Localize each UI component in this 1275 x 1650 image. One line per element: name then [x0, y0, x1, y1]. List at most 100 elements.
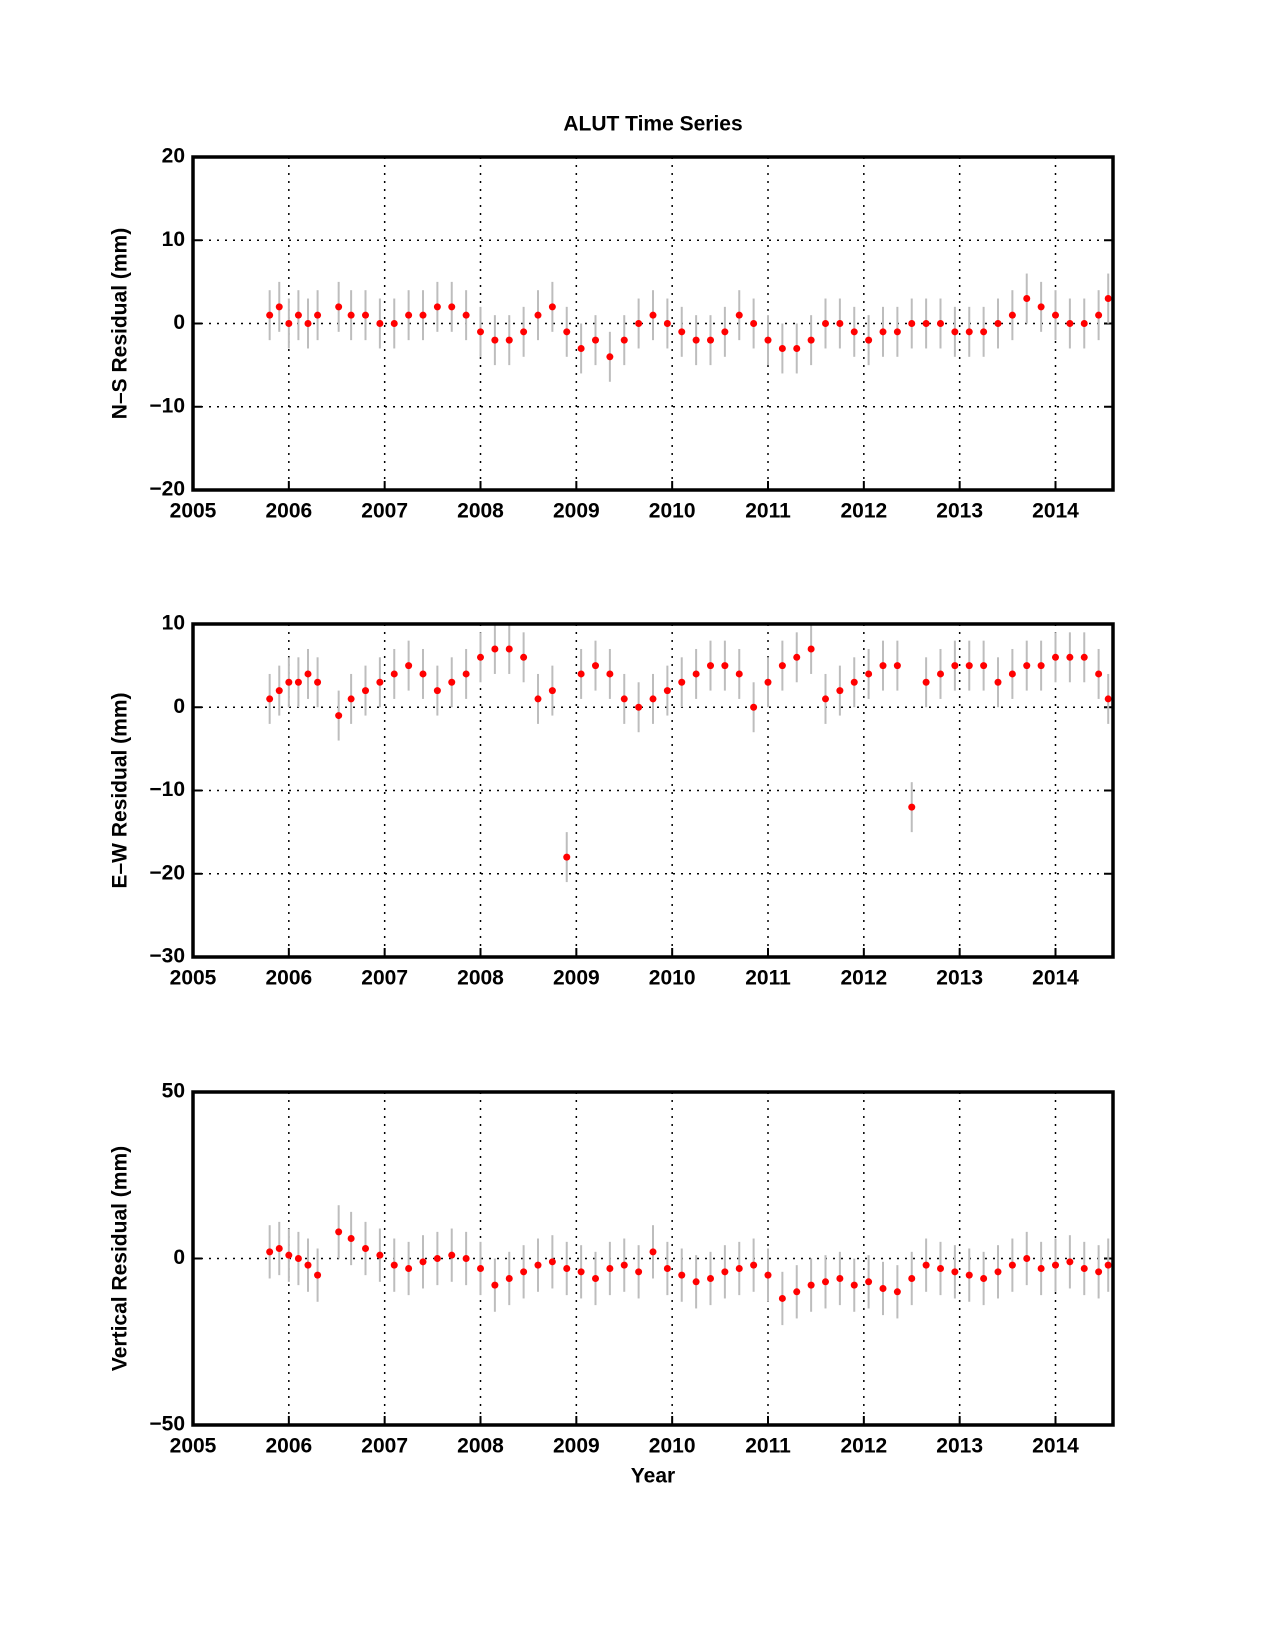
x-tick-label: 2011 — [745, 500, 791, 523]
data-point — [1023, 295, 1031, 303]
data-point — [663, 687, 671, 695]
data-point — [692, 670, 700, 678]
data-point — [980, 1274, 988, 1282]
data-point — [491, 645, 499, 653]
data-point — [735, 311, 743, 319]
data-point — [433, 1255, 441, 1262]
data-point — [390, 670, 398, 678]
data-point — [419, 1258, 427, 1266]
data-point — [275, 303, 283, 311]
data-point — [635, 1268, 643, 1276]
data-point — [405, 311, 413, 319]
y-tick-label: −10 — [149, 778, 185, 801]
data-point — [922, 678, 930, 686]
data-point — [505, 645, 513, 653]
data-point — [266, 1248, 274, 1256]
data-point — [1052, 1261, 1059, 1269]
data-point — [592, 1274, 599, 1282]
x-tick-label: 2007 — [361, 967, 408, 990]
data-point — [778, 1294, 786, 1302]
data-point — [750, 703, 758, 711]
data-point — [937, 320, 944, 327]
data-point — [548, 687, 556, 695]
data-point — [678, 1271, 686, 1279]
data-point — [663, 320, 671, 327]
data-point — [347, 695, 355, 703]
data-point — [266, 311, 274, 319]
data-point — [1095, 670, 1103, 678]
data-point — [965, 662, 973, 670]
x-tick-label: 2011 — [745, 967, 791, 990]
x-axis-label: Year — [631, 1465, 675, 1488]
data-point — [285, 1251, 293, 1259]
data-point — [520, 653, 528, 661]
data-point — [908, 320, 916, 327]
data-point — [893, 328, 901, 336]
data-point — [433, 687, 441, 695]
data-point — [735, 1264, 743, 1272]
data-point — [577, 344, 585, 352]
data-point — [778, 662, 786, 670]
y-axis-label: N–S Residual (mm) — [109, 228, 132, 419]
data-point — [335, 1228, 343, 1236]
y-tick-label: −10 — [149, 394, 185, 417]
data-point — [491, 336, 499, 344]
data-point — [294, 678, 302, 686]
data-point — [850, 678, 858, 686]
x-tick-label: 2013 — [936, 500, 983, 523]
y-tick-label: 0 — [173, 1246, 185, 1269]
x-tick-label: 2009 — [553, 967, 600, 990]
data-point — [822, 695, 829, 703]
data-point — [1080, 653, 1088, 661]
data-point — [620, 1261, 628, 1269]
data-point — [663, 1264, 671, 1272]
data-point — [1080, 1264, 1088, 1272]
data-point — [548, 1258, 556, 1266]
data-point — [563, 328, 571, 336]
plot-frame — [191, 1090, 1115, 1427]
x-tick-label: 2007 — [361, 1435, 408, 1458]
data-point — [477, 653, 484, 661]
data-point — [692, 336, 700, 344]
data-point — [649, 311, 657, 319]
data-point — [462, 311, 470, 319]
x-tick-label: 2012 — [840, 1435, 887, 1458]
data-point — [807, 1281, 815, 1289]
data-point — [649, 1248, 657, 1256]
data-point — [390, 1261, 398, 1269]
x-tick-label: 2006 — [265, 1435, 312, 1458]
y-axis-label: Vertical Residual (mm) — [109, 1146, 132, 1371]
data-point — [879, 1284, 887, 1292]
data-point — [922, 1261, 930, 1269]
data-point — [275, 687, 283, 695]
data-point — [520, 328, 528, 336]
chart-title: ALUT Time Series — [563, 113, 742, 136]
data-point — [1008, 670, 1016, 678]
data-point — [836, 1274, 844, 1282]
data-point — [937, 670, 944, 678]
data-point — [1008, 1261, 1016, 1269]
data-point — [1023, 1255, 1031, 1262]
data-point — [750, 320, 758, 327]
data-point — [778, 344, 786, 352]
data-point — [994, 320, 1002, 327]
data-point — [376, 1251, 384, 1259]
data-point — [304, 1261, 312, 1269]
data-point — [1104, 1261, 1112, 1269]
data-point — [807, 336, 815, 344]
data-point — [807, 645, 815, 653]
x-tick-label: 2013 — [936, 967, 983, 990]
y-tick-label: −20 — [149, 478, 185, 501]
x-tick-label: 2010 — [649, 1435, 696, 1458]
data-point — [462, 670, 470, 678]
data-point — [635, 703, 643, 711]
data-point — [850, 1281, 858, 1289]
data-point — [577, 1268, 585, 1276]
data-point — [707, 336, 714, 344]
x-tick-label: 2013 — [936, 1435, 983, 1458]
data-point — [764, 336, 772, 344]
y-axis-label: E–W Residual (mm) — [109, 692, 132, 888]
data-point — [1104, 295, 1112, 303]
data-point — [419, 311, 427, 319]
plot-frame — [191, 622, 1115, 959]
